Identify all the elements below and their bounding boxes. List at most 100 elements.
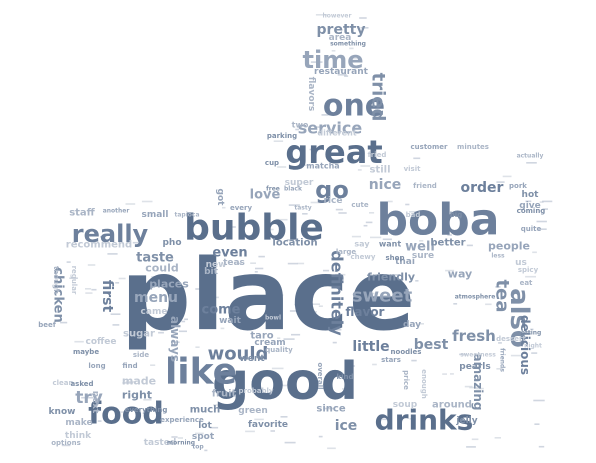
texture-speck — [171, 436, 178, 438]
texture-speck — [273, 140, 284, 142]
texture-speck — [275, 294, 284, 296]
word-best: best — [414, 337, 449, 353]
texture-speck — [290, 147, 298, 149]
word-beef: beef — [38, 321, 57, 329]
texture-speck — [195, 288, 202, 290]
texture-speck — [538, 445, 545, 448]
word-eat: eat — [520, 279, 533, 287]
texture-speck — [344, 75, 349, 77]
texture-speck — [107, 253, 118, 255]
texture-speck — [534, 423, 540, 425]
word-price: price — [402, 370, 410, 390]
word-food: food — [88, 397, 164, 432]
word-wait: wait — [219, 316, 241, 326]
word-chicken: chicken — [51, 267, 66, 323]
word-time: time — [303, 46, 364, 74]
texture-speck — [359, 296, 363, 298]
texture-speck — [390, 274, 401, 276]
word-say: say — [354, 240, 370, 249]
word-great: great — [285, 133, 382, 171]
word-visit: visit — [404, 165, 422, 173]
texture-speck — [258, 255, 265, 258]
texture-speck — [61, 444, 71, 447]
word-pretty: pretty — [317, 22, 366, 38]
texture-speck — [445, 269, 455, 272]
word-ice: ice — [335, 418, 358, 434]
texture-speck — [361, 307, 369, 310]
texture-speck — [359, 17, 367, 19]
word-sugar: sugar — [123, 329, 155, 340]
word-big: big — [450, 211, 462, 219]
texture-speck — [226, 226, 236, 228]
word-top: top — [192, 444, 204, 451]
word-minutes: minutes — [457, 143, 489, 151]
word-came: came — [141, 307, 168, 317]
word-teas: teas — [223, 258, 245, 268]
texture-speck — [372, 363, 377, 366]
word-went: went — [239, 354, 265, 364]
texture-speck — [195, 346, 200, 348]
word-bubble: bubble — [184, 208, 324, 249]
texture-speck — [466, 244, 473, 247]
word-made: made — [122, 375, 156, 388]
texture-speck — [459, 353, 467, 356]
word-also: also — [504, 288, 534, 348]
texture-speck — [466, 446, 476, 448]
word-options: options — [51, 439, 81, 447]
word-friends: friends — [499, 348, 506, 372]
word-day: day — [403, 320, 421, 330]
word-make: make — [65, 418, 92, 428]
texture-speck — [178, 330, 187, 333]
word-people: people — [488, 240, 530, 253]
texture-speck — [370, 299, 382, 301]
texture-speck — [171, 341, 180, 343]
texture-speck — [250, 262, 256, 264]
texture-speck — [222, 206, 226, 209]
word-experience: experience — [160, 416, 204, 424]
texture-speck — [335, 273, 346, 276]
texture-speck — [415, 280, 419, 282]
word-matcha: matcha — [306, 162, 339, 171]
word-night: night — [524, 343, 542, 350]
texture-speck — [125, 203, 136, 205]
texture-speck — [471, 438, 479, 441]
texture-speck — [379, 297, 390, 300]
word-right: right — [122, 389, 152, 402]
texture-speck — [368, 292, 375, 295]
texture-speck — [475, 387, 484, 390]
texture-speck — [151, 276, 155, 278]
word-cream: cream — [254, 338, 285, 348]
word-really: really — [72, 220, 149, 248]
word-customer: customer — [411, 143, 448, 151]
texture-speck — [229, 357, 233, 360]
word-thai: thai — [395, 257, 415, 267]
word-us: us — [515, 258, 527, 268]
word-stars: stars — [381, 356, 401, 364]
texture-speck — [496, 181, 505, 183]
texture-speck — [150, 364, 156, 366]
texture-speck — [310, 61, 323, 63]
word-first: first — [99, 280, 115, 313]
word-flavors: flavors — [306, 77, 316, 112]
texture-speck — [236, 262, 242, 265]
word-taste: taste — [136, 251, 174, 266]
word-fruit: fruit — [212, 389, 237, 400]
texture-speck — [181, 320, 186, 323]
word-order: order — [461, 180, 504, 196]
word-go: go — [315, 176, 349, 204]
word-pork: pork — [509, 182, 527, 190]
word-come: come — [202, 303, 241, 318]
word-places: places — [149, 278, 189, 291]
texture-speck — [318, 305, 323, 307]
texture-speck — [85, 288, 92, 290]
texture-speck — [288, 204, 300, 206]
word-menu: menu — [134, 290, 178, 306]
texture-speck — [351, 235, 361, 238]
word-new: new — [206, 260, 227, 270]
word-place: place — [121, 239, 415, 353]
texture-speck — [496, 368, 503, 370]
word-maybe: maybe — [73, 348, 99, 356]
word-different: different — [317, 129, 356, 138]
texture-speck — [347, 365, 355, 367]
